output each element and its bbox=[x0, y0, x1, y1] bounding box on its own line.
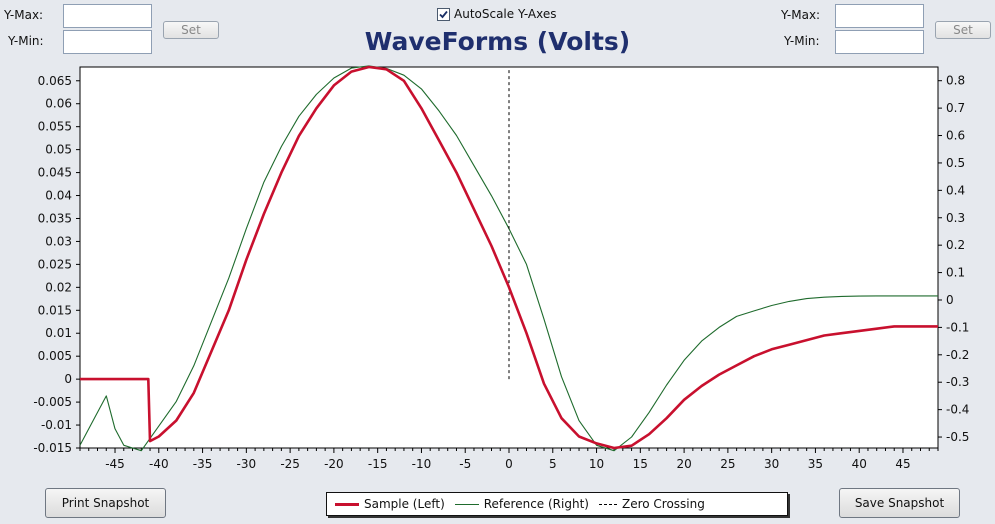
legend-label-sample: Sample (Left) bbox=[364, 497, 445, 511]
left-tick-label: 0.035 bbox=[38, 211, 72, 225]
right-tick-label: 0.2 bbox=[946, 238, 965, 252]
x-tick-label: 40 bbox=[852, 457, 867, 471]
left-tick-label: 0.025 bbox=[38, 257, 72, 271]
right-tick-label: 0 bbox=[946, 293, 954, 307]
x-tick-label: -35 bbox=[193, 457, 213, 471]
left-axis: 0.065 0.06 0.055 0.05 0.045 0.04 0.035 0.03 0.02… bbox=[33, 74, 80, 455]
left-tick-label: 0.015 bbox=[38, 303, 72, 317]
right-tick-label: -0.5 bbox=[946, 430, 969, 444]
right-tick-label: -0.2 bbox=[946, 348, 969, 362]
left-ymax-label: Y-Max: bbox=[4, 8, 44, 22]
legend-swatch-sample bbox=[335, 502, 359, 506]
right-axis: 0.8 0.7 0.6 0.5 0.4 0.3 0.2 0.1 0 -0.1 -0.2 -0.3 -0.… bbox=[938, 74, 969, 444]
save-snapshot-button[interactable]: Save Snapshot bbox=[839, 488, 960, 518]
x-tick-label: 10 bbox=[589, 457, 604, 471]
left-tick-label: 0.02 bbox=[45, 280, 72, 294]
right-tick-label: 0.6 bbox=[946, 129, 965, 143]
x-tick-label: 15 bbox=[633, 457, 648, 471]
series-layer bbox=[79, 65, 938, 452]
left-set-button[interactable]: Set bbox=[163, 21, 219, 39]
legend-label-reference: Reference (Right) bbox=[483, 497, 589, 511]
x-tick-label: -25 bbox=[280, 457, 300, 471]
x-tick-label: 20 bbox=[676, 457, 691, 471]
left-tick-label: -0.015 bbox=[33, 441, 72, 455]
left-ymin-label: Y-Min: bbox=[8, 34, 44, 48]
right-tick-label: -0.4 bbox=[946, 403, 969, 417]
right-ymax-input[interactable] bbox=[835, 4, 924, 28]
left-tick-label: 0.01 bbox=[45, 326, 72, 340]
left-tick-label: 0.06 bbox=[45, 97, 72, 111]
x-axis: -45 -40 -35 -30 -25 -20 -15 -10 -5 0 5 10 15 20 25 30 35… bbox=[79, 448, 939, 471]
x-tick-label: 30 bbox=[764, 457, 779, 471]
left-tick-label: 0.05 bbox=[45, 143, 72, 157]
legend-item-sample: Sample (Left) bbox=[335, 497, 445, 511]
autoscale-control[interactable]: AutoScale Y-Axes bbox=[437, 5, 557, 23]
legend-swatch-reference bbox=[454, 503, 479, 505]
left-tick-label: -0.005 bbox=[33, 395, 72, 409]
series-line-reference-right bbox=[79, 65, 938, 452]
left-ymax-input[interactable] bbox=[63, 4, 152, 28]
left-tick-label: 0.005 bbox=[38, 349, 72, 363]
x-tick-label: -45 bbox=[105, 457, 125, 471]
x-tick-label: -15 bbox=[368, 457, 388, 471]
left-tick-label: 0.065 bbox=[38, 74, 72, 88]
x-tick-label: 0 bbox=[505, 457, 513, 471]
series-line-sample-left bbox=[80, 65, 938, 450]
x-tick-label: -40 bbox=[149, 457, 169, 471]
right-tick-label: 0.7 bbox=[946, 101, 965, 115]
left-tick-label: 0.055 bbox=[38, 120, 72, 134]
x-tick-label: 5 bbox=[549, 457, 557, 471]
x-tick-label: -30 bbox=[237, 457, 257, 471]
autoscale-label: AutoScale Y-Axes bbox=[454, 7, 557, 21]
x-tick-label: 25 bbox=[720, 457, 735, 471]
legend-label-zero-crossing: Zero Crossing bbox=[621, 497, 705, 511]
right-tick-label: 0.4 bbox=[946, 183, 965, 197]
right-tick-label: 0.1 bbox=[946, 266, 965, 280]
print-snapshot-button[interactable]: Print Snapshot bbox=[45, 488, 166, 518]
right-tick-label: 0.8 bbox=[946, 74, 965, 88]
left-tick-label: 0.045 bbox=[38, 166, 72, 180]
right-set-button[interactable]: Set bbox=[935, 21, 991, 39]
left-tick-label: -0.01 bbox=[41, 418, 72, 432]
x-tick-label: 45 bbox=[895, 457, 910, 471]
left-tick-label: 0 bbox=[64, 372, 72, 386]
legend-swatch-zero-crossing bbox=[598, 503, 617, 505]
right-tick-label: 0.5 bbox=[946, 156, 965, 170]
x-tick-label: -5 bbox=[459, 457, 471, 471]
autoscale-checkbox[interactable] bbox=[437, 7, 450, 21]
left-ymin-input[interactable] bbox=[63, 30, 152, 54]
right-tick-label: 0.3 bbox=[946, 211, 965, 225]
left-tick-label: 0.04 bbox=[45, 189, 72, 203]
x-tick-label: -10 bbox=[412, 457, 432, 471]
right-ymin-input[interactable] bbox=[835, 30, 924, 54]
x-tick-label: 35 bbox=[808, 457, 823, 471]
legend-item-reference: Reference (Right) bbox=[454, 497, 589, 511]
legend-item-zero-crossing: Zero Crossing bbox=[598, 497, 705, 511]
checkmark-icon bbox=[439, 10, 448, 18]
x-tick-label: -20 bbox=[324, 457, 344, 471]
right-tick-label: -0.1 bbox=[946, 320, 969, 334]
right-tick-label: -0.3 bbox=[946, 375, 969, 389]
chart-legend: Sample (Left) Reference (Right) Zero Cro… bbox=[326, 492, 788, 516]
right-ymin-label: Y-Min: bbox=[784, 34, 820, 48]
chart-title: WaveForms (Volts) bbox=[364, 27, 631, 56]
left-tick-label: 0.03 bbox=[45, 234, 72, 248]
right-ymax-label: Y-Max: bbox=[781, 8, 821, 22]
